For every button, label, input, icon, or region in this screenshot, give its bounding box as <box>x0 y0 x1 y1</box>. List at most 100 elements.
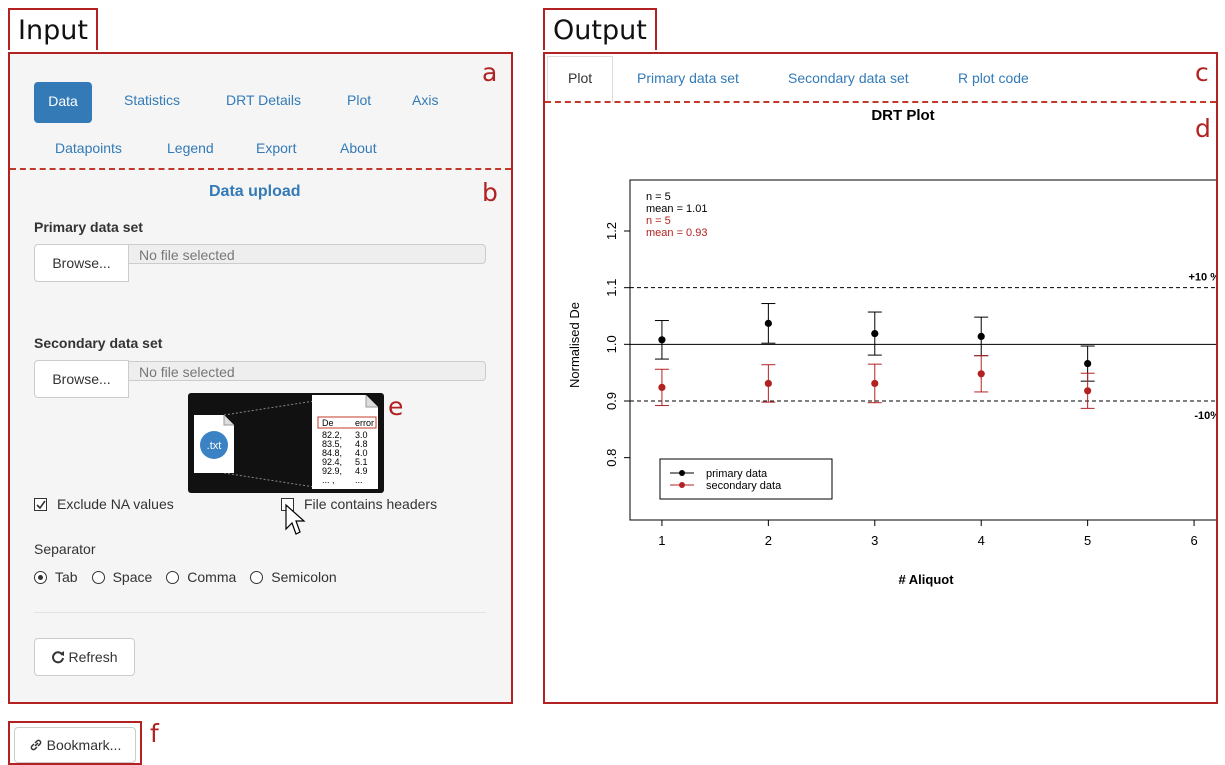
tab-axis[interactable]: Axis <box>412 92 439 108</box>
form-divider <box>34 612 486 613</box>
y-axis-label: Normalised De <box>567 302 582 388</box>
refresh-button[interactable]: Refresh <box>34 638 135 676</box>
radio-tab-label: Tab <box>55 569 78 585</box>
secondary-browse-button[interactable]: Browse... <box>34 360 129 398</box>
exclude-na-label: Exclude NA values <box>57 496 174 512</box>
data-point <box>1084 360 1092 368</box>
x-tick-label: 6 <box>1190 533 1197 548</box>
label-b: b <box>482 178 498 207</box>
primary-browse-button[interactable]: Browse... <box>34 244 129 282</box>
input-section-title: Input <box>8 8 98 50</box>
tooltip-illustration: .txt De error 82.2, 3.0 83.5, 4.8 84.8, 4.0 92… <box>194 395 378 489</box>
stat-n: n = 5 <box>646 191 671 203</box>
tooltip-guide-line <box>223 400 315 416</box>
band-label: +10 % <box>1189 272 1217 284</box>
chart-legend <box>659 458 833 500</box>
tab-data[interactable]: Data <box>34 82 92 123</box>
tooltip-cell-error: 3.0 <box>355 430 368 440</box>
exclude-na-checkbox[interactable] <box>34 497 47 511</box>
tab-statistics[interactable]: Statistics <box>124 92 181 108</box>
radio-semicolon[interactable] <box>250 570 264 584</box>
data-point <box>871 329 879 338</box>
input-panel-frame <box>8 52 513 704</box>
refresh-icon <box>52 651 65 664</box>
primary-data-label: Primary data set <box>34 219 143 235</box>
tab-export[interactable]: Export <box>256 140 297 156</box>
tab-legend[interactable]: Legend <box>167 140 214 156</box>
tooltip-cell-de: 84.8, <box>322 448 342 458</box>
primary-file-field[interactable]: No file selected <box>128 244 486 264</box>
radio-comma-label: Comma <box>187 569 237 585</box>
data-point <box>871 379 879 388</box>
tooltip-cell-error: 4.0 <box>355 448 368 458</box>
tooltip-cell-de: 83.5, <box>322 439 342 449</box>
output-tab-secondary[interactable]: Secondary data set <box>788 70 909 86</box>
tooltip-cell-error: 4.9 <box>355 466 368 476</box>
divider-a-b <box>10 168 511 170</box>
check-icon <box>36 500 46 509</box>
tooltip-cell-de: 82.2, <box>322 430 342 440</box>
data-point <box>1084 387 1092 395</box>
y-tick-label: 1.2 <box>604 222 619 240</box>
secondary-file-field[interactable]: No file selected <box>128 361 486 381</box>
radio-semicolon-label: Semicolon <box>271 569 337 585</box>
y-tick-label: 1.0 <box>604 335 619 353</box>
tab-drt-details[interactable]: DRT Details <box>226 92 301 108</box>
legend-entry: secondary data <box>706 480 782 492</box>
separator-radio-group[interactable]: Tab Space Comma Semicolon <box>34 569 337 585</box>
tooltip-cell-error: 5.1 <box>355 457 368 467</box>
y-tick-label: 0.9 <box>604 392 619 410</box>
label-e: e <box>388 392 404 421</box>
label-c: c <box>1195 58 1209 87</box>
tooltip-cell-de: 92.9, <box>322 466 342 476</box>
output-tab-primary[interactable]: Primary data set <box>637 70 739 86</box>
label-a: a <box>482 58 498 87</box>
radio-comma[interactable] <box>166 570 180 584</box>
x-tick-label: 1 <box>658 533 665 548</box>
label-d: d <box>1195 114 1211 143</box>
data-point <box>977 332 985 340</box>
col-header-error: error <box>355 418 374 428</box>
refresh-label: Refresh <box>68 649 118 665</box>
y-tick-label: 0.8 <box>604 449 619 467</box>
tab-about[interactable]: About <box>340 140 377 156</box>
band-label: -10% <box>1194 410 1216 422</box>
tooltip-cell-error: ... <box>355 475 363 485</box>
txt-file-badge <box>200 431 228 459</box>
txt-file-fold <box>223 415 234 426</box>
y-tick-label: 1.1 <box>604 279 619 297</box>
tooltip-cell-error: 4.8 <box>355 439 368 449</box>
radio-tab[interactable] <box>34 570 47 584</box>
data-file-icon <box>312 395 378 489</box>
output-tab-plot[interactable]: Plot <box>568 70 593 86</box>
headers-label: File contains headers <box>304 496 438 512</box>
mouse-cursor-icon <box>285 503 306 535</box>
x-tick-label: 2 <box>765 533 772 548</box>
data-point <box>764 319 772 327</box>
bookmark-button[interactable]: Bookmark... <box>14 727 136 763</box>
tooltip-cell-de: ... , <box>322 475 335 485</box>
plot-box <box>629 179 1216 521</box>
output-panel-frame <box>543 52 1218 704</box>
x-tick-label: 3 <box>871 533 878 548</box>
separator-label: Separator <box>34 541 96 557</box>
exclude-na-row[interactable]: Exclude NA values <box>34 496 174 512</box>
label-f: f <box>150 719 159 748</box>
radio-space[interactable] <box>91 570 105 584</box>
tooltip-cell-de: 92.4, <box>322 457 342 467</box>
data-upload-title: Data upload <box>209 183 301 200</box>
output-tab-active-bg <box>547 56 613 102</box>
data-point <box>658 383 666 391</box>
x-tick-label: 4 <box>978 533 985 548</box>
output-section-title: Output <box>543 8 657 50</box>
file-format-tooltip: .txt De error 82.2, 3.0 83.5, 4.8 84.8, 4.0 92… <box>188 393 384 493</box>
bookmark-frame <box>8 721 142 765</box>
tab-plot[interactable]: Plot <box>347 92 372 108</box>
chart-title: DRT Plot <box>871 107 934 124</box>
bookmark-label: Bookmark... <box>46 737 122 753</box>
data-file-fold <box>365 395 378 408</box>
legend-swatch-point <box>679 482 685 488</box>
output-tab-rcode[interactable]: R plot code <box>958 70 1029 86</box>
stat-n: n = 5 <box>646 215 671 227</box>
tab-datapoints[interactable]: Datapoints <box>55 140 122 156</box>
